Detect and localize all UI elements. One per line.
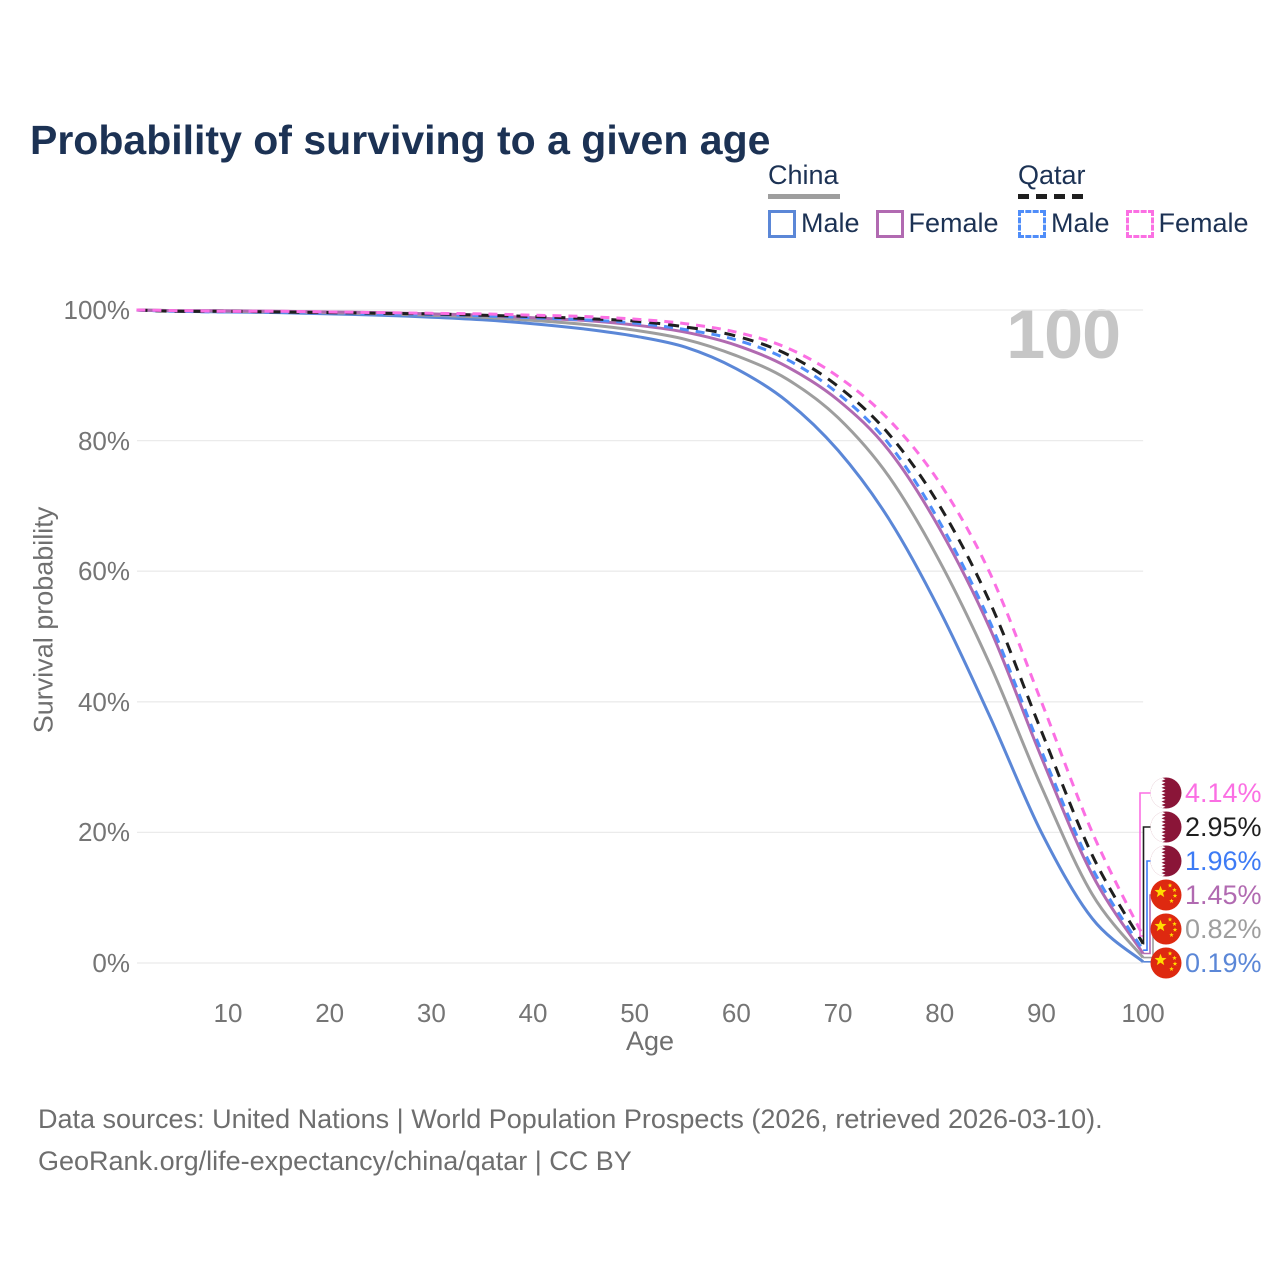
legend-item-qatar-female[interactable]: Female xyxy=(1125,208,1249,239)
endpoint-value-qatar-total: 2.95% xyxy=(1185,811,1262,842)
legend-label-qatar-male: Male xyxy=(1051,208,1110,238)
endpoint-value-china-male: 0.19% xyxy=(1185,947,1262,978)
curve-qatar_male xyxy=(136,308,1145,951)
data-source-line: Data sources: United Nations | World Pop… xyxy=(38,1104,1103,1134)
legend-label-qatar-female: Female xyxy=(1158,208,1249,238)
legend-item-china-male[interactable]: Male xyxy=(768,208,860,239)
page-title: Probability of surviving to a given age xyxy=(30,117,771,164)
endpoint-value-qatar-female: 4.14% xyxy=(1185,777,1262,808)
x-tick-40: 40 xyxy=(518,998,548,1028)
y-tick-0%: 0% xyxy=(92,948,130,978)
curve-qatar_female xyxy=(136,308,1145,937)
y-axis-title: Survival probability xyxy=(28,506,59,734)
china-flag-icon xyxy=(1150,947,1182,979)
endpoint-row-china-male: 0.19% xyxy=(1150,946,1262,980)
y-tick-20%: 20% xyxy=(77,817,130,848)
y-tick-40%: 40% xyxy=(77,686,130,717)
china-female-swatch-icon xyxy=(875,209,904,238)
x-tick-10: 10 xyxy=(213,998,243,1028)
qatar-male-swatch-icon xyxy=(1018,209,1046,238)
attribution-line: GeoRank.org/life-expectancy/china/qatar … xyxy=(38,1146,632,1176)
qatar-flag-icon xyxy=(1150,845,1182,877)
connector-qatar_female xyxy=(1139,792,1151,937)
curve-qatar_total xyxy=(136,308,1145,945)
endpoint-row-china-female: 1.45% xyxy=(1150,878,1262,912)
x-tick-30: 30 xyxy=(416,998,446,1028)
y-tick-60%: 60% xyxy=(77,556,130,587)
endpoint-value-china-female: 1.45% xyxy=(1185,879,1262,910)
endpoint-row-qatar-male: 1.96% xyxy=(1150,844,1262,878)
legend-qatar-row: Male Female xyxy=(1018,208,1265,239)
legend-label-china-female: Female xyxy=(908,208,999,238)
legend-china-row: Male Female xyxy=(768,208,1015,239)
qatar-flag-icon xyxy=(1150,811,1182,843)
x-axis-title: Age xyxy=(625,1026,675,1056)
endpoint-value-qatar-male: 1.96% xyxy=(1185,845,1262,876)
qatar-flag-icon xyxy=(1150,777,1182,809)
x-tick-100: 100 xyxy=(1121,998,1165,1028)
china-male-swatch-icon xyxy=(768,209,796,238)
connector-qatar_total xyxy=(1142,826,1151,945)
china-flag-icon xyxy=(1150,879,1182,911)
age-counter-watermark: 100 xyxy=(1006,295,1121,373)
x-tick-60: 60 xyxy=(721,998,751,1028)
y-tick-100%: 100% xyxy=(63,295,131,325)
endpoint-row-china-total: 0.82% xyxy=(1150,912,1262,946)
legend-group-qatar: Qatar Male Female xyxy=(1018,160,1265,239)
legend-qatar-title[interactable]: Qatar xyxy=(1018,160,1086,190)
china-flag-icon xyxy=(1150,913,1182,945)
legend-china-line-sample xyxy=(768,194,840,199)
x-tick-20: 20 xyxy=(315,998,345,1028)
x-tick-70: 70 xyxy=(823,998,853,1028)
legend-item-china-female[interactable]: Female xyxy=(875,208,999,239)
x-tick-90: 90 xyxy=(1026,998,1056,1028)
x-tick-80: 80 xyxy=(925,998,955,1028)
legend-china-title[interactable]: China xyxy=(768,160,839,190)
legend-qatar-line-sample xyxy=(1018,194,1084,199)
x-tick-50: 50 xyxy=(620,998,650,1028)
qatar-female-swatch-icon xyxy=(1125,209,1154,238)
legend-item-qatar-male[interactable]: Male xyxy=(1018,208,1110,239)
y-tick-80%: 80% xyxy=(77,425,130,456)
legend-group-china: China Male Female xyxy=(768,160,1015,239)
endpoint-row-qatar-total: 2.95% xyxy=(1150,810,1262,844)
endpoint-row-qatar-female: 4.14% xyxy=(1150,776,1262,810)
connector-qatar_male xyxy=(1143,860,1151,951)
endpoint-value-china-total: 0.82% xyxy=(1185,913,1262,944)
legend-label-china-male: Male xyxy=(801,208,860,238)
curve-china_female xyxy=(136,308,1145,955)
